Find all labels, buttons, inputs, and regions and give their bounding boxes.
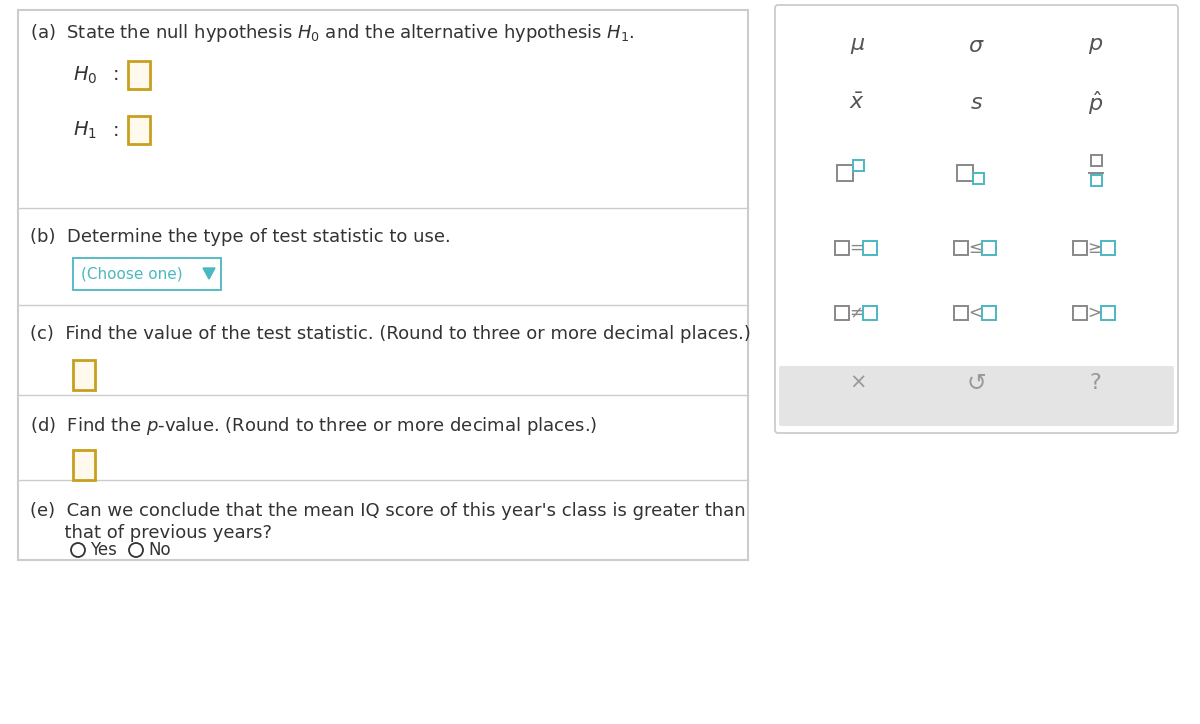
Bar bbox=[954, 241, 968, 255]
Text: ≥: ≥ bbox=[1087, 239, 1102, 257]
Text: $H_0$: $H_0$ bbox=[73, 64, 97, 85]
Text: Yes: Yes bbox=[90, 541, 116, 559]
Text: $p$: $p$ bbox=[1088, 36, 1103, 56]
Text: :: : bbox=[113, 120, 120, 140]
Bar bbox=[954, 306, 968, 320]
Text: (c)  Find the value of the test statistic. (Round to three or more decimal place: (c) Find the value of the test statistic… bbox=[30, 325, 751, 343]
Text: $\sigma$: $\sigma$ bbox=[968, 36, 985, 56]
Text: $\mu$: $\mu$ bbox=[850, 36, 865, 56]
Bar bbox=[1102, 306, 1115, 320]
Text: No: No bbox=[148, 541, 170, 559]
Bar bbox=[835, 241, 850, 255]
Bar bbox=[853, 160, 864, 171]
Text: (b)  Determine the type of test statistic to use.: (b) Determine the type of test statistic… bbox=[30, 228, 451, 246]
Text: (Choose one): (Choose one) bbox=[82, 266, 182, 282]
Bar bbox=[863, 306, 877, 320]
Bar bbox=[1073, 306, 1087, 320]
Polygon shape bbox=[203, 268, 215, 279]
Text: :: : bbox=[113, 65, 120, 85]
Bar bbox=[956, 165, 972, 181]
Text: ?: ? bbox=[1090, 373, 1102, 393]
Text: $H_1$: $H_1$ bbox=[73, 119, 97, 140]
Bar bbox=[1102, 241, 1115, 255]
Bar bbox=[838, 165, 853, 181]
Text: ↺: ↺ bbox=[967, 371, 986, 395]
Text: ≠: ≠ bbox=[850, 304, 863, 322]
Bar bbox=[18, 10, 748, 560]
Text: $s$: $s$ bbox=[970, 93, 983, 113]
Circle shape bbox=[71, 543, 85, 557]
FancyBboxPatch shape bbox=[779, 366, 1174, 426]
Bar bbox=[972, 173, 984, 184]
Bar bbox=[73, 258, 221, 290]
Bar bbox=[73, 360, 95, 390]
Bar bbox=[835, 306, 850, 320]
Text: ≤: ≤ bbox=[968, 239, 982, 257]
Text: that of previous years?: that of previous years? bbox=[30, 524, 272, 542]
Text: $\hat{p}$: $\hat{p}$ bbox=[1088, 89, 1103, 117]
Bar bbox=[1091, 175, 1102, 186]
Text: $\bar{x}$: $\bar{x}$ bbox=[850, 93, 865, 113]
Text: >: > bbox=[1087, 304, 1102, 322]
Circle shape bbox=[130, 543, 143, 557]
Text: (a)  State the null hypothesis $H_0$ and the alternative hypothesis $H_1$.: (a) State the null hypothesis $H_0$ and … bbox=[30, 22, 635, 44]
Text: ×: × bbox=[848, 373, 866, 393]
Bar bbox=[1073, 241, 1087, 255]
Bar bbox=[128, 116, 150, 144]
Bar bbox=[73, 450, 95, 480]
Bar bbox=[982, 241, 996, 255]
FancyBboxPatch shape bbox=[775, 5, 1178, 433]
Bar bbox=[128, 61, 150, 89]
Text: <: < bbox=[968, 304, 982, 322]
Text: =: = bbox=[850, 239, 863, 257]
Text: (d)  Find the $p$-value. (Round to three or more decimal places.): (d) Find the $p$-value. (Round to three … bbox=[30, 415, 598, 437]
Text: (e)  Can we conclude that the mean IQ score of this year's class is greater than: (e) Can we conclude that the mean IQ sco… bbox=[30, 502, 745, 520]
Bar bbox=[863, 241, 877, 255]
Bar bbox=[982, 306, 996, 320]
Bar bbox=[1091, 155, 1102, 166]
